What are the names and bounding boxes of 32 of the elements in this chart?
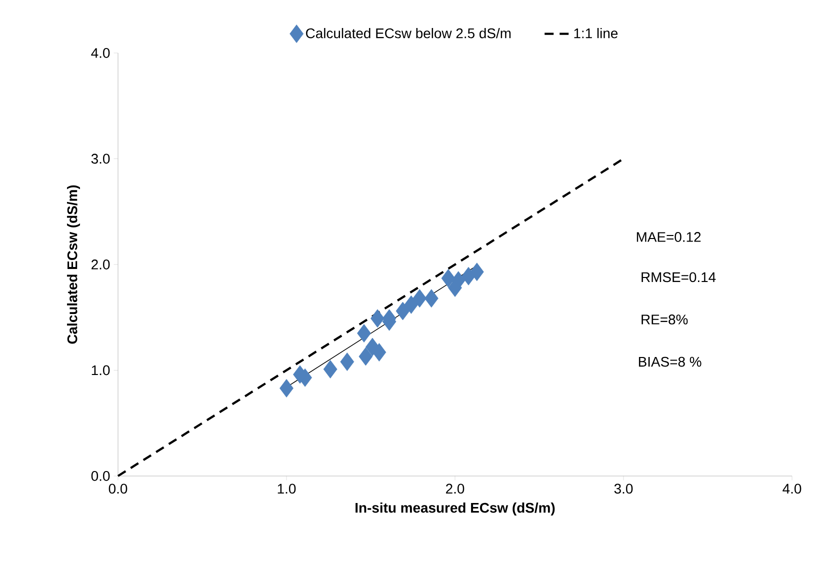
y-axis-title: Calculated ECsw (dS/m) (66, 185, 80, 344)
legend-label: 1:1 line (574, 28, 618, 38)
y-tick-label: 4.0 (91, 48, 110, 58)
point (323, 360, 338, 378)
point (441, 269, 456, 288)
x-tick-label: 1.0 (278, 484, 296, 494)
y-tick-label: 3.0 (91, 154, 110, 164)
point (462, 266, 476, 286)
x-tick-label: 3.0 (614, 484, 633, 494)
y-tick-label: 2.0 (92, 260, 110, 270)
point (412, 289, 427, 308)
point (370, 309, 384, 328)
annotation: RMSE=0.14 (642, 272, 716, 282)
point (372, 343, 386, 362)
x-tick-label: 4.0 (782, 484, 802, 494)
x-tick-label: 2.0 (446, 484, 464, 494)
legend-label: Calculated ECsw below 2.5 dS/m (306, 28, 511, 38)
annotation: RE=8% (642, 314, 688, 324)
point (358, 347, 373, 366)
y-tick-label: 1.0 (92, 365, 110, 376)
point (404, 295, 418, 314)
annotation: BIAS=8 % (638, 356, 702, 367)
point (396, 302, 410, 320)
x-tick-label: 0.0 (108, 484, 128, 494)
point (340, 352, 354, 371)
point (470, 262, 484, 282)
point (280, 379, 294, 398)
x-axis-title: In-situ measured ECsw (dS/m) (356, 502, 555, 516)
annotation: MAE=0.12 (636, 232, 701, 242)
point (357, 324, 371, 342)
point (424, 289, 438, 308)
y-tick-label: 0.0 (91, 471, 110, 481)
